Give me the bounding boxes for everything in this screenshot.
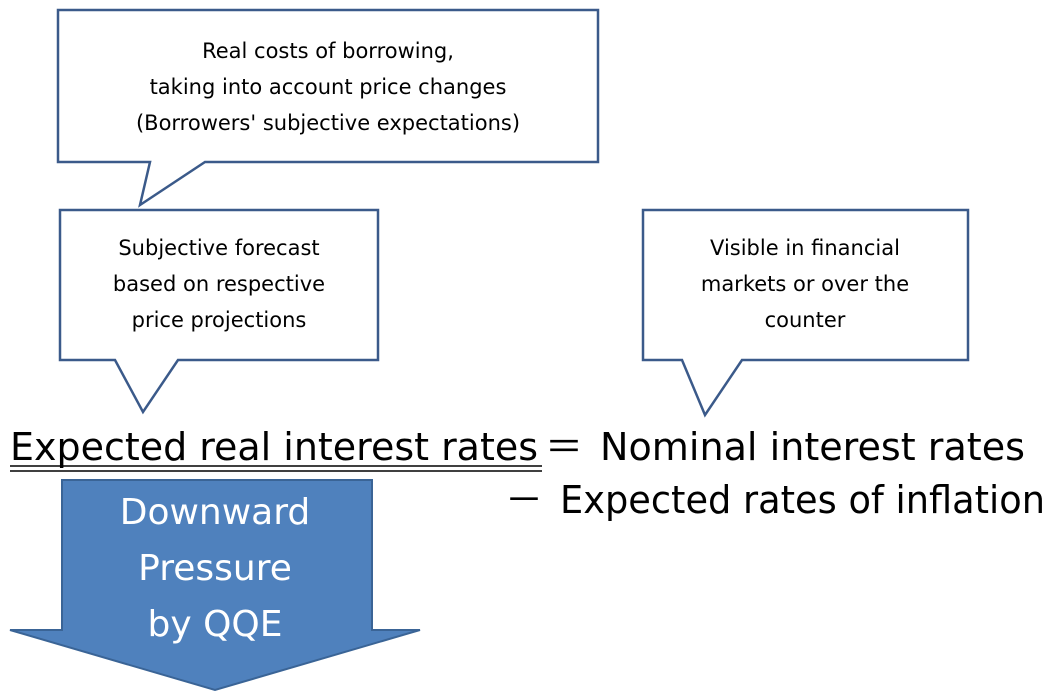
callout-box [641, 208, 970, 418]
down-arrow [9, 479, 421, 692]
equation-term: Nominal interest rates [600, 425, 1025, 469]
callout-text: taking into account price changes [150, 75, 507, 99]
callout-box [56, 8, 600, 208]
callout-text: price projections [132, 308, 307, 332]
minus-sign: － [505, 478, 543, 522]
arrow-text: Pressure [138, 548, 292, 589]
callout-box [58, 208, 380, 415]
equation-term: Expected rates of inflation [560, 478, 1045, 522]
equals-sign: ＝ [545, 425, 583, 469]
equation-left: Expected real interest rates [10, 425, 538, 469]
arrow-text: Downward [120, 492, 311, 533]
callout-text: Visible in financial [710, 236, 900, 260]
callout-text: markets or over the [701, 272, 909, 296]
callout-text: counter [765, 308, 846, 332]
callout-text: Subjective forecast [118, 236, 319, 260]
callout-text: Real costs of borrowing, [202, 39, 454, 63]
arrow-text: by QQE [147, 604, 282, 645]
callout-text: based on respective [113, 272, 325, 296]
callout-text: (Borrowers' subjective expectations) [136, 111, 520, 135]
